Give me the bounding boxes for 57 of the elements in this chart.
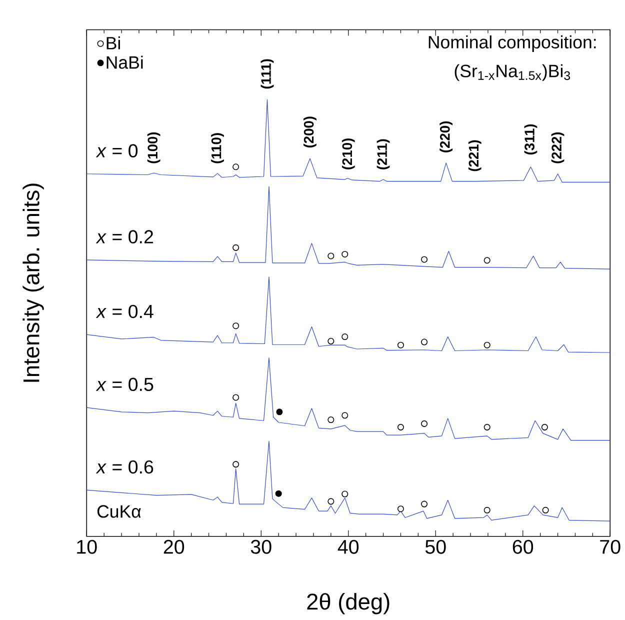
annotation: (221) — [468, 140, 482, 172]
point — [275, 490, 282, 498]
point — [328, 252, 334, 260]
x-axis-title: 2θ (deg) — [307, 593, 390, 614]
point — [342, 412, 348, 419]
point — [232, 394, 240, 401]
text: (111) — [260, 59, 274, 89]
point — [397, 506, 404, 512]
point — [342, 490, 348, 498]
point — [421, 256, 428, 263]
legend-label: NaBi — [106, 56, 143, 69]
point — [328, 498, 334, 505]
point — [328, 338, 334, 345]
x-tick-label: 20 — [164, 540, 184, 554]
annotation: (100) — [147, 132, 160, 164]
point — [484, 424, 490, 431]
text: (Sr$_{1-x}$Na$_{1.5x}$)Bi$_{3}$ — [454, 64, 570, 81]
series-label: x = 0.5 — [96, 378, 154, 392]
annotation: (211) — [376, 139, 390, 170]
y-axis-title: Intensity (arb. units) — [22, 184, 44, 382]
series-label: x = 0 — [96, 144, 138, 158]
point — [397, 342, 404, 349]
point — [232, 244, 240, 252]
point — [232, 461, 240, 468]
point — [276, 408, 283, 416]
point — [484, 507, 490, 514]
annotation: (200) — [304, 116, 316, 148]
series-label: x = 0.4 — [96, 305, 154, 318]
x-tick-label: 10 — [77, 540, 97, 554]
point — [328, 416, 334, 424]
point — [232, 164, 240, 170]
series-label: x = 0.6 — [96, 460, 154, 474]
point — [421, 338, 428, 346]
x-tick-label: 30 — [250, 540, 272, 554]
point — [541, 424, 548, 431]
point — [397, 424, 404, 431]
point — [421, 500, 428, 508]
point — [342, 334, 348, 340]
x-tick-label: 50 — [425, 540, 446, 554]
point — [342, 251, 348, 258]
x-tick-label: 70 — [600, 540, 620, 554]
annotation: CuKα — [97, 505, 141, 518]
x-tick-label: 40 — [338, 540, 359, 554]
x-tick-label: 60 — [512, 540, 534, 554]
annotation: (220) — [440, 122, 453, 153]
annotation: (222) — [551, 132, 564, 164]
annotation: (311) — [524, 124, 538, 155]
annotation: (210) — [342, 138, 355, 170]
point — [484, 342, 490, 349]
point — [232, 322, 240, 330]
series-label: x = 0.2 — [96, 230, 153, 244]
text: Nominal composition: — [428, 36, 596, 52]
point — [484, 257, 490, 264]
point — [421, 420, 428, 428]
point — [542, 507, 549, 514]
annotation: (110) — [211, 133, 224, 164]
legend-label: Bi — [106, 36, 120, 50]
